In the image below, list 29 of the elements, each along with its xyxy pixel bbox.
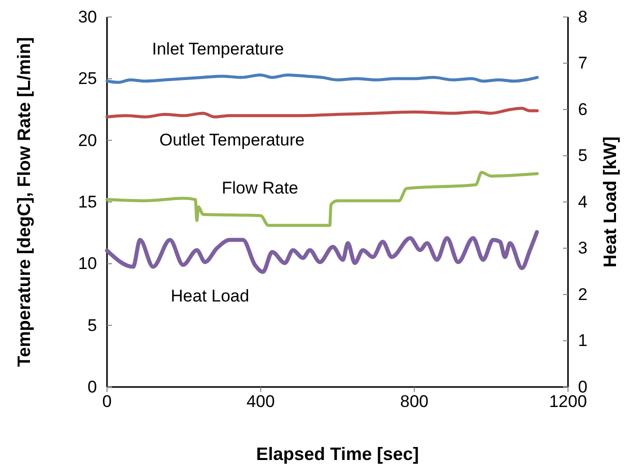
- series-label: Inlet Temperature: [152, 39, 284, 58]
- y2-tick-label: 4: [578, 192, 588, 212]
- y-tick-label: 10: [78, 254, 97, 274]
- series-label: Flow Rate: [222, 178, 298, 198]
- x-tick-label: 400: [246, 392, 275, 412]
- y-tick-label: 20: [78, 130, 97, 150]
- line-series: [106, 170, 539, 227]
- x-tick-label: 0: [102, 392, 112, 412]
- x-axis-title: Elapsed Time [sec]: [256, 444, 419, 464]
- series-label: Outlet Temperature: [159, 130, 305, 150]
- x-tick-label: 800: [400, 392, 429, 412]
- y-axis-title: Temperature [degC], Flow Rate [L/min]: [14, 37, 34, 367]
- y2-tick-label: 2: [578, 284, 588, 304]
- y-tick-label: 5: [88, 316, 97, 335]
- y-tick-label: 15: [78, 192, 97, 212]
- y-tick-label: 30: [78, 7, 97, 26]
- y2-tick-label: 7: [578, 54, 588, 73]
- y2-tick-label: 5: [578, 146, 588, 166]
- line-series: [106, 73, 539, 84]
- y2-tick-label: 1: [578, 331, 588, 350]
- y2-tick-label: 8: [578, 7, 588, 26]
- y2-axis-title: Heat Load [kW]: [600, 136, 620, 268]
- series-label: Heat Load: [170, 286, 250, 306]
- line-series: [105, 230, 539, 274]
- y-tick-label: 0: [88, 377, 97, 396]
- y-tick-label: 25: [78, 69, 97, 88]
- y2-tick-label: 6: [578, 100, 588, 119]
- line-series: [106, 106, 539, 118]
- y2-tick-label: 3: [578, 238, 588, 258]
